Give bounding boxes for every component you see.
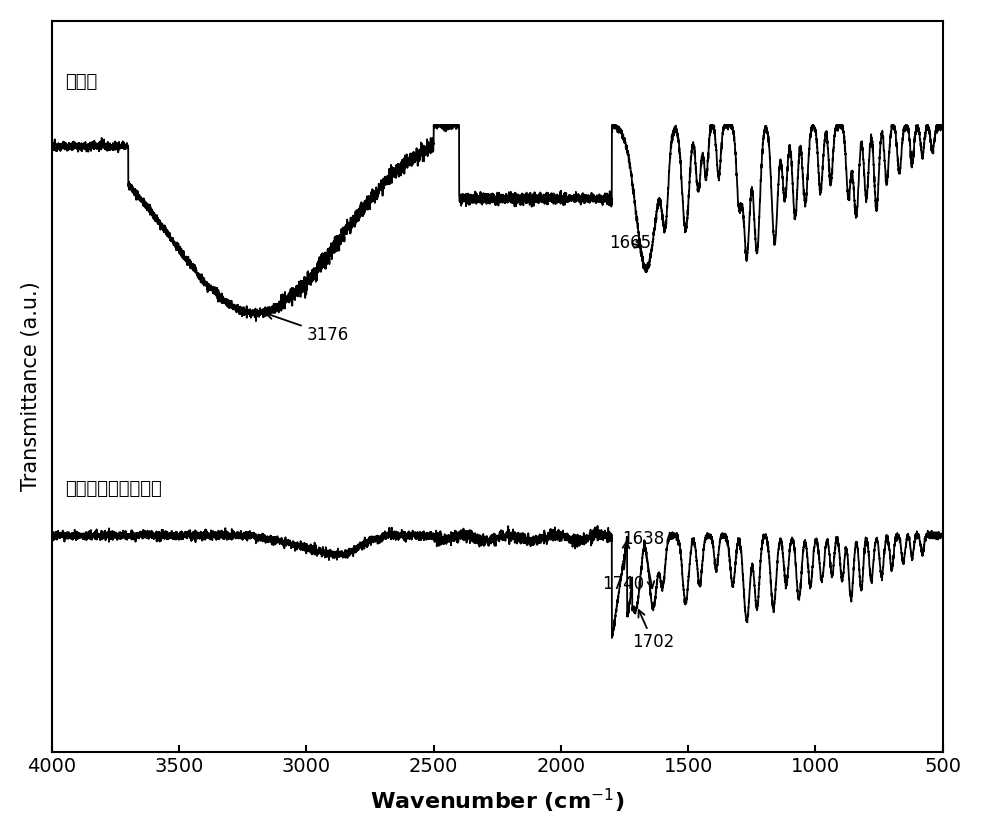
Text: 1638: 1638 — [622, 530, 664, 589]
X-axis label: Wavenumber (cm$^{-1}$): Wavenumber (cm$^{-1}$) — [370, 787, 625, 815]
Y-axis label: Transmittance (a.u.): Transmittance (a.u.) — [21, 282, 41, 492]
Text: 1665: 1665 — [609, 234, 651, 252]
Text: 1702: 1702 — [632, 610, 675, 651]
Text: 3176: 3176 — [266, 313, 349, 344]
Text: 甲基丙烯酸香草醒酯: 甲基丙烯酸香草醒酯 — [65, 481, 161, 498]
Text: 1740: 1740 — [602, 542, 644, 593]
Text: 香草醒: 香草醒 — [65, 73, 97, 91]
